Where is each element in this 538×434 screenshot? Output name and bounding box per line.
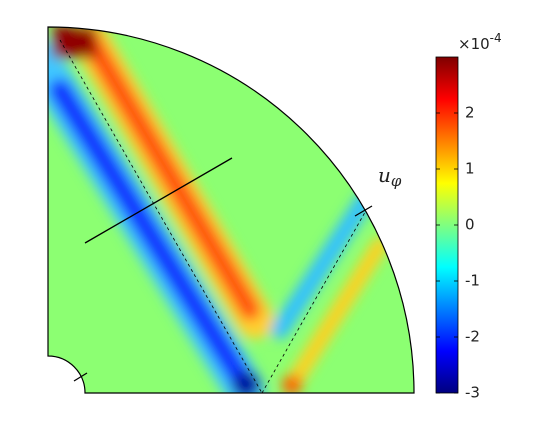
- colorbar-tick-label: 2: [465, 104, 475, 122]
- scale-exponent: -4: [490, 31, 502, 45]
- annotation: uφ: [378, 163, 402, 191]
- annotation-subscript: φ: [391, 172, 402, 190]
- domain-outline: [47, 26, 415, 394]
- colorbar-tick-label: -3: [465, 384, 480, 402]
- colorbar-tick-label: -2: [465, 328, 480, 346]
- colorbar-tick-label: -1: [465, 272, 480, 290]
- colorbar-tick-label: 1: [465, 160, 475, 178]
- field: [48, 27, 414, 393]
- colorbar-scale-label: ×10-4: [458, 31, 502, 53]
- colorbar-tick-label: 0: [465, 216, 475, 234]
- annotation-base: u: [378, 163, 391, 187]
- section-line: [84, 157, 233, 244]
- section-tick: [354, 205, 373, 217]
- scale-base: ×10: [458, 35, 490, 53]
- section-tick: [73, 372, 88, 382]
